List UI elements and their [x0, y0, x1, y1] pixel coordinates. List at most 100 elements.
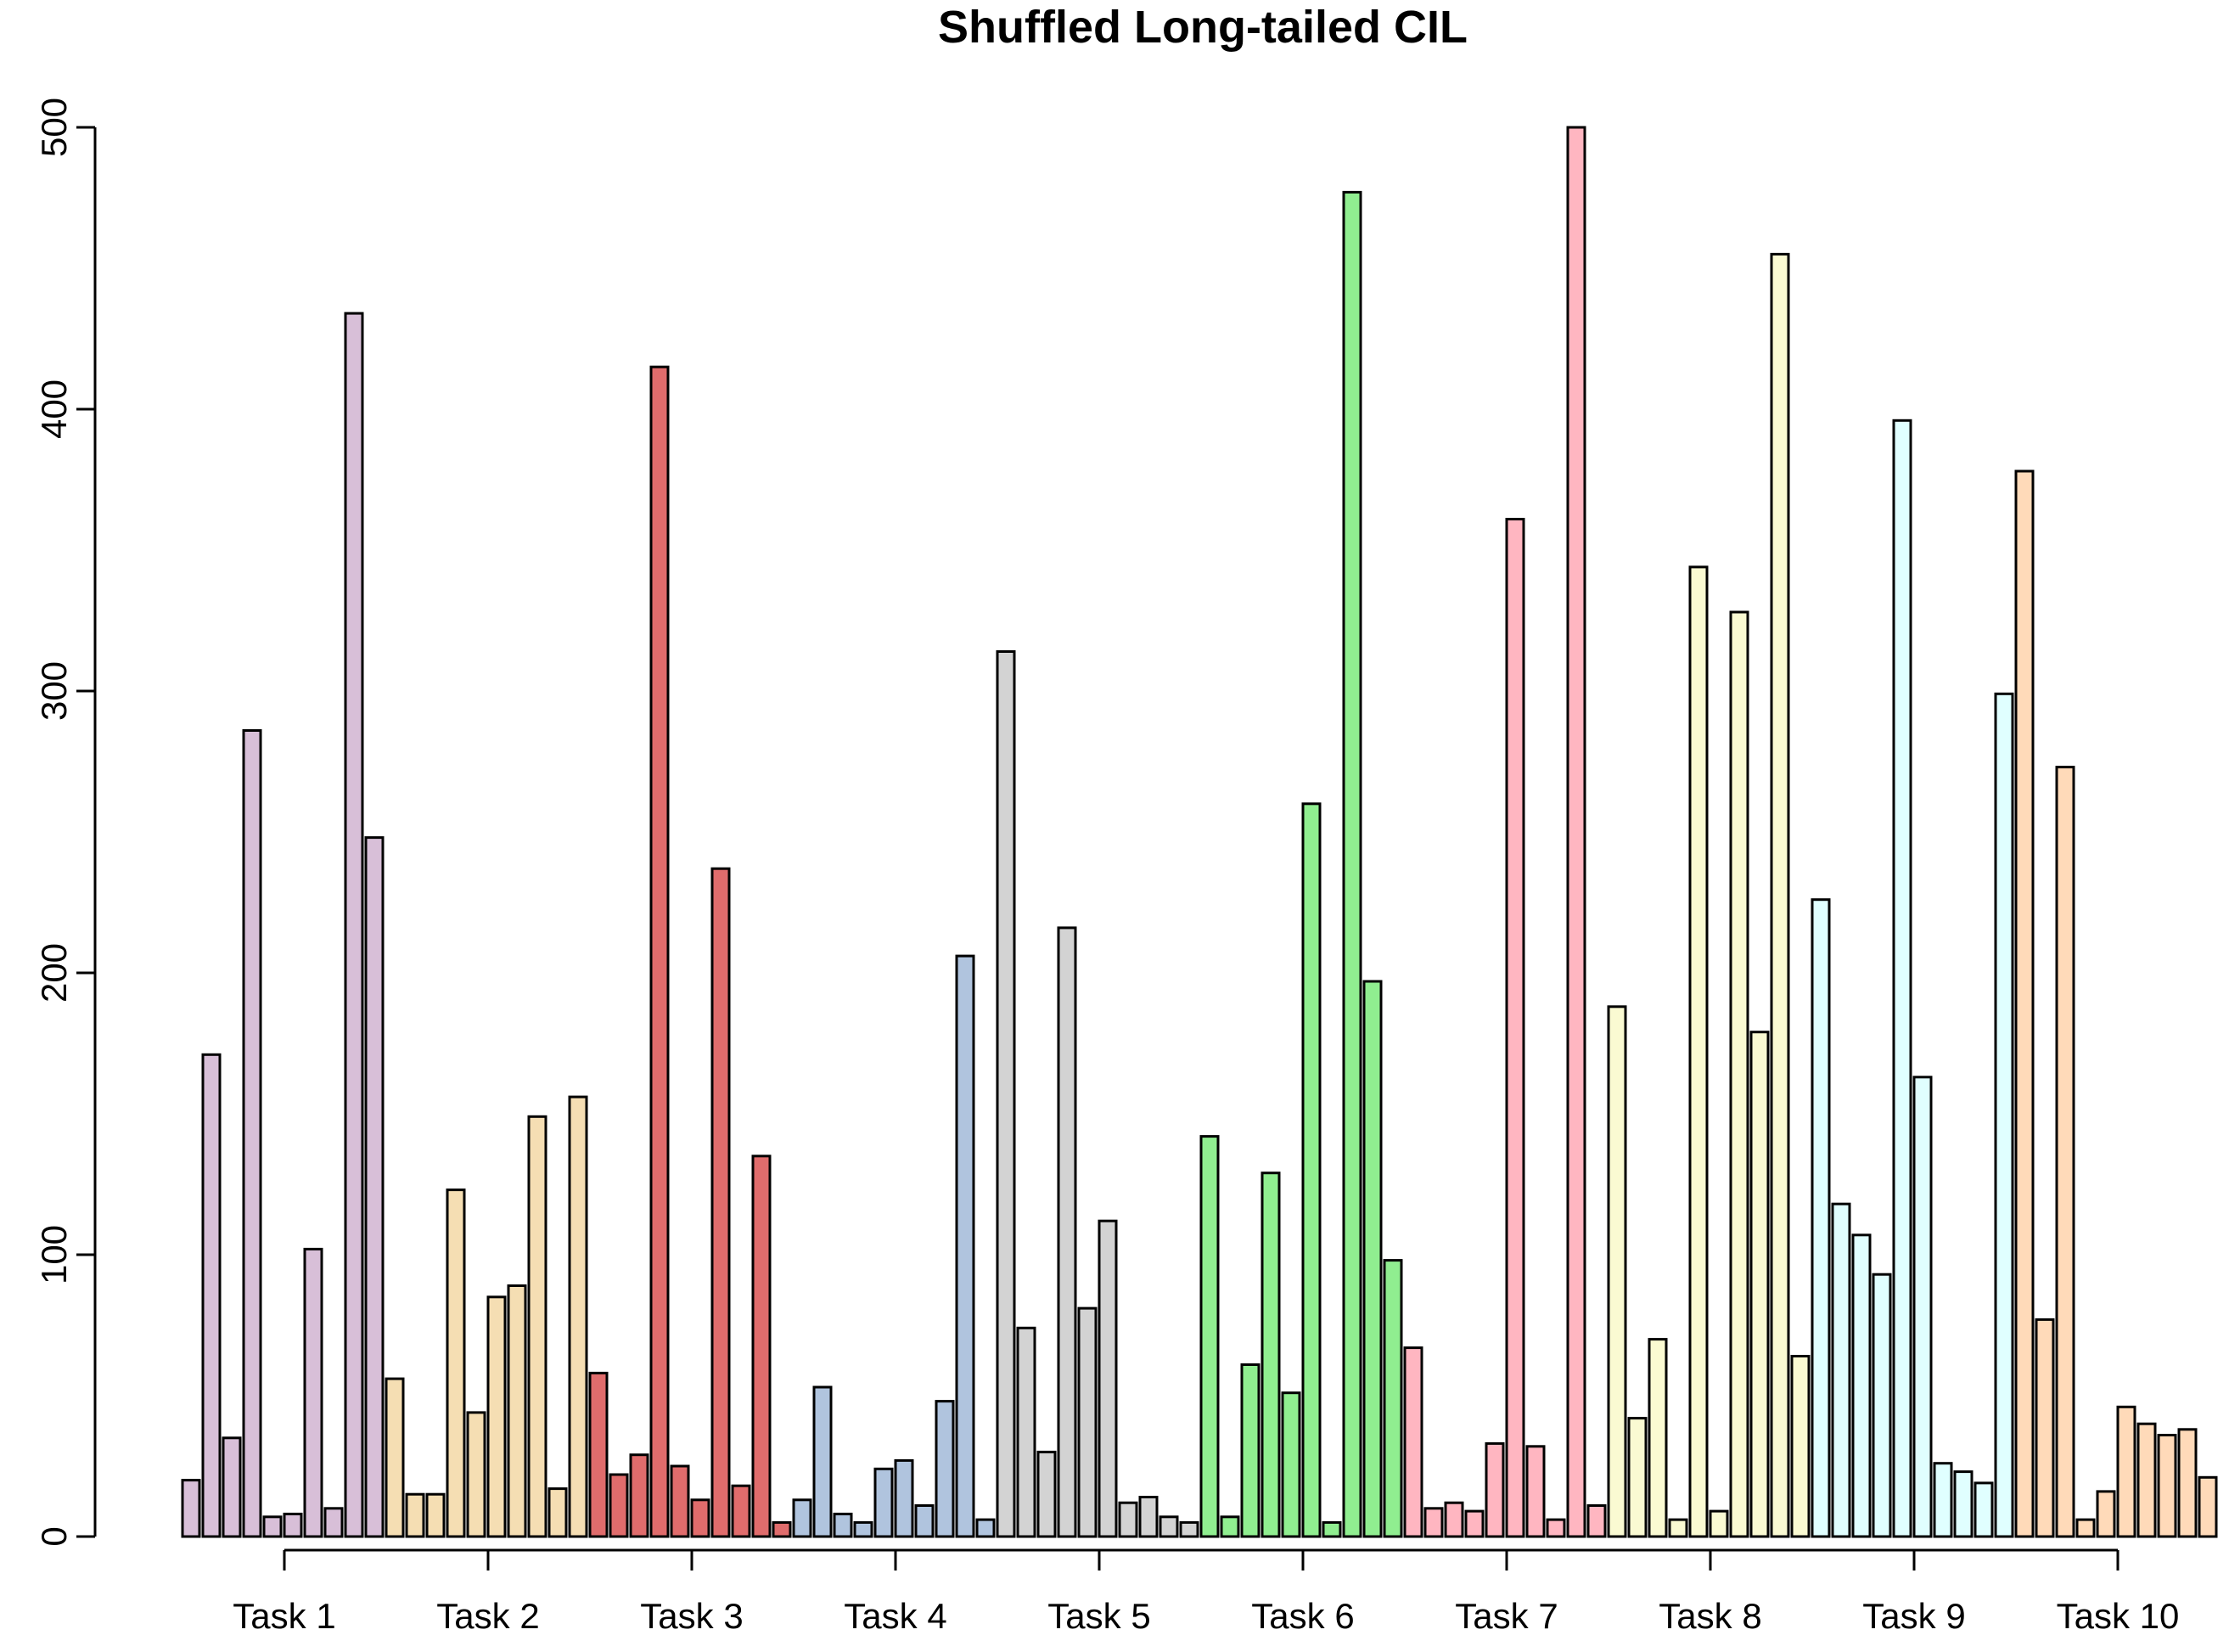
bar-task-7-class-6 — [1505, 518, 1525, 1538]
bar-task-10-class-5 — [2096, 1490, 2116, 1538]
bar-task-4-class-1 — [792, 1498, 812, 1538]
bar-task-6-class-4 — [1260, 1172, 1281, 1538]
bar-task-7-class-8 — [1546, 1518, 1566, 1538]
bar-task-3-class-10 — [772, 1520, 792, 1538]
bar-task-9-class-6 — [1912, 1076, 1933, 1538]
bar-task-7-class-1 — [1403, 1346, 1423, 1538]
bar-task-8-class-9 — [1770, 252, 1790, 1538]
bar-task-1-class-5 — [262, 1515, 283, 1538]
bar-task-7-class-3 — [1444, 1501, 1464, 1538]
bar-task-8-class-8 — [1749, 1031, 1770, 1538]
bar-task-10-class-2 — [2035, 1318, 2055, 1538]
bar-task-3-class-6 — [690, 1498, 710, 1538]
y-tick-label: 200 — [34, 943, 74, 1003]
bar-task-2-class-5 — [466, 1411, 486, 1538]
bar-task-1-class-10 — [364, 836, 385, 1538]
bars-layer — [181, 126, 2218, 1538]
bar-task-6-class-1 — [1199, 1135, 1220, 1538]
bar-task-3-class-5 — [670, 1464, 690, 1538]
bar-task-10-class-6 — [2116, 1405, 2136, 1538]
bar-task-6-class-6 — [1301, 802, 1322, 1538]
bar-task-10-class-7 — [2136, 1422, 2157, 1538]
bar-task-6-class-9 — [1362, 980, 1383, 1538]
bar-task-2-class-10 — [568, 1095, 588, 1538]
bar-task-1-class-6 — [283, 1512, 303, 1538]
bar-task-8-class-7 — [1729, 610, 1749, 1538]
bar-task-10-class-3 — [2055, 766, 2075, 1538]
bar-task-7-class-10 — [1586, 1504, 1607, 1538]
bar-task-1-class-1 — [181, 1479, 201, 1538]
bar-task-7-class-5 — [1485, 1441, 1505, 1538]
bar-task-4-class-6 — [894, 1458, 914, 1538]
bar-task-9-class-2 — [1831, 1202, 1851, 1538]
bar-task-3-class-2 — [609, 1473, 629, 1538]
bar-task-10-class-4 — [2075, 1518, 2096, 1538]
x-tick-label: Task 3 — [640, 1596, 743, 1636]
bar-task-9-class-7 — [1933, 1462, 1953, 1538]
x-tick-label: Task 5 — [1047, 1596, 1150, 1636]
bar-task-1-class-7 — [303, 1247, 323, 1538]
y-tick-label: 0 — [34, 1526, 74, 1546]
bar-task-9-class-3 — [1851, 1233, 1872, 1538]
bar-task-1-class-3 — [222, 1436, 242, 1538]
bar-task-9-class-8 — [1953, 1470, 1974, 1538]
bar-task-10-class-1 — [2014, 469, 2035, 1538]
bar-task-4-class-5 — [873, 1467, 894, 1538]
y-axis: 0 100 200 300 400 500 — [34, 98, 97, 1547]
y-tick-label: 100 — [34, 1225, 74, 1284]
bar-task-1-class-9 — [344, 312, 364, 1538]
bar-task-7-class-4 — [1464, 1509, 1485, 1538]
x-tick-label: Task 9 — [1862, 1596, 1965, 1636]
bar-task-6-class-10 — [1383, 1259, 1403, 1538]
bar-task-4-class-10 — [975, 1518, 996, 1538]
bar-task-4-class-7 — [914, 1504, 935, 1538]
bar-task-9-class-1 — [1811, 898, 1831, 1538]
bar-task-7-class-7 — [1525, 1445, 1546, 1538]
bar-task-2-class-7 — [507, 1284, 527, 1538]
bar-task-10-class-9 — [2177, 1428, 2198, 1538]
bar-task-8-class-6 — [1709, 1509, 1729, 1538]
x-tick-label: Task 1 — [233, 1596, 335, 1636]
bar-task-7-class-2 — [1423, 1507, 1444, 1538]
bar-task-5-class-6 — [1098, 1219, 1118, 1538]
bar-task-10-class-10 — [2198, 1475, 2218, 1538]
bar-task-10-class-8 — [2157, 1434, 2177, 1538]
bar-task-2-class-6 — [486, 1295, 507, 1538]
bar-task-3-class-1 — [588, 1371, 609, 1538]
bar-task-8-class-3 — [1648, 1338, 1668, 1538]
bar-task-4-class-8 — [935, 1400, 955, 1538]
bar-task-5-class-2 — [1016, 1326, 1036, 1538]
bar-task-9-class-10 — [1994, 692, 2014, 1538]
x-tick-label: Task 4 — [844, 1596, 946, 1636]
bar-task-1-class-8 — [323, 1507, 344, 1538]
bar-task-3-class-3 — [629, 1453, 649, 1538]
x-tick-label: Task 8 — [1659, 1596, 1761, 1636]
bar-task-1-class-2 — [201, 1053, 222, 1538]
y-tick-label: 300 — [34, 661, 74, 721]
bar-task-4-class-9 — [955, 954, 975, 1538]
bar-task-5-class-10 — [1179, 1520, 1199, 1538]
y-tick-label: 400 — [34, 379, 74, 439]
bar-task-8-class-2 — [1627, 1417, 1648, 1538]
bar-task-5-class-5 — [1077, 1306, 1098, 1538]
bar-task-8-class-4 — [1668, 1518, 1688, 1538]
bar-task-6-class-5 — [1281, 1391, 1301, 1538]
bar-task-5-class-9 — [1159, 1515, 1179, 1538]
bar-task-2-class-8 — [527, 1115, 547, 1538]
bar-task-2-class-3 — [425, 1492, 446, 1538]
chart-title: Shuffled Long-tailed CIL — [938, 2, 1468, 53]
bar-task-6-class-7 — [1322, 1520, 1342, 1538]
bar-task-5-class-1 — [996, 650, 1016, 1538]
bar-task-2-class-9 — [547, 1487, 568, 1538]
x-axis: Task 1 Task 2 Task 3 Task 4 Task 5 Task 6 Task… — [233, 1548, 2179, 1636]
bar-task-3-class-8 — [731, 1484, 751, 1538]
bar-task-2-class-2 — [405, 1492, 425, 1538]
x-tick-label: Task 6 — [1251, 1596, 1354, 1636]
bar-task-6-class-3 — [1240, 1363, 1260, 1538]
bar-task-5-class-3 — [1036, 1450, 1057, 1538]
bar-task-4-class-4 — [853, 1520, 873, 1538]
bar-task-8-class-1 — [1607, 1005, 1627, 1538]
bar-task-3-class-7 — [710, 867, 731, 1538]
